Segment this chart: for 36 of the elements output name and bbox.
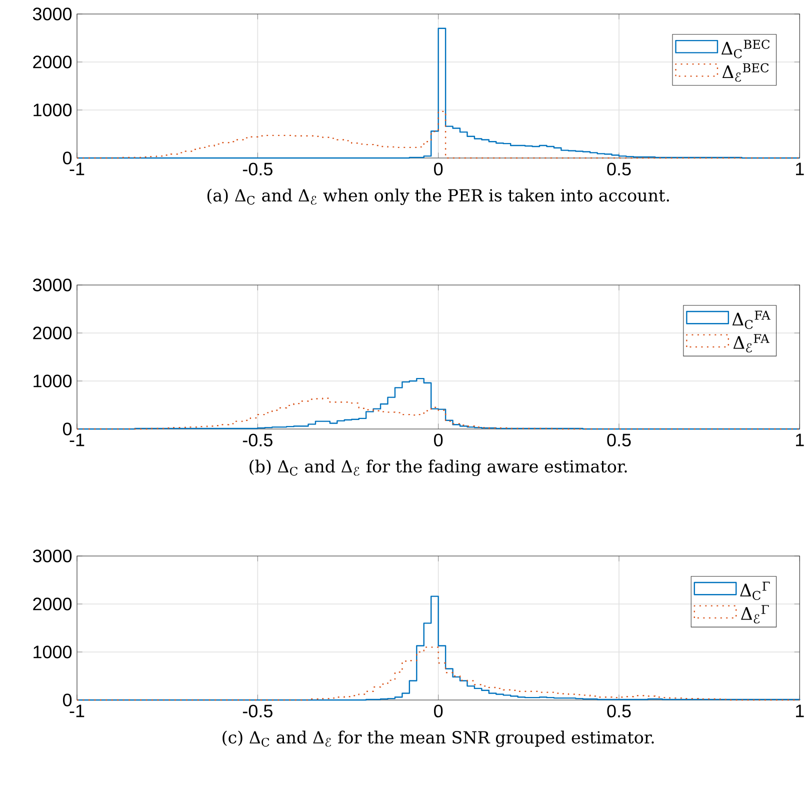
legend-label: Δ$_{C}$BEC: [721, 40, 770, 58]
x-tick-label: 0.5: [607, 434, 631, 446]
x-tick-label: -1: [70, 704, 84, 718]
x-tick-label: 0: [434, 434, 443, 446]
legend-label: Δ$_{ℰ}$Γ: [741, 605, 769, 624]
y-tick-label: 1000: [34, 374, 72, 388]
x-tick-label: 0: [434, 162, 443, 176]
y-tick-label: 0: [62, 422, 72, 436]
x-tick-label: -1: [70, 162, 84, 176]
x-tick-label: -0.5: [242, 162, 272, 176]
text: (b) Δ$_{C}$ and Δ$_{ℰ}$ for the fading aware estimator.: [250, 460, 627, 476]
x-tick-label: 0: [434, 704, 443, 718]
y-tick-label: 1000: [34, 646, 72, 658]
y-tick-label: 2000: [33, 56, 72, 68]
legend-label: Δ$_{C}$Γ: [740, 582, 770, 600]
y-tick-label: 1000: [34, 104, 72, 116]
x-tick-label: 0.5: [607, 162, 631, 176]
x-tick-label: 1: [796, 434, 804, 446]
y-tick-label: 2000: [33, 326, 72, 340]
y-tick-label: 3000: [32, 278, 72, 292]
y-tick-label: 3000: [32, 8, 72, 20]
y-tick-label: 0: [62, 152, 72, 164]
legend-label: Δ$_{ℰ}$FA: [733, 334, 770, 352]
x-tick-label: 1: [796, 162, 804, 176]
legend-label: Δ$_{ℰ}$BEC: [722, 63, 769, 82]
legend-label: Δ$_{C}$FA: [732, 310, 770, 330]
y-tick-label: 2000: [33, 598, 72, 610]
x-tick-label: 1: [796, 704, 804, 718]
x-tick-label: -0.5: [242, 434, 272, 446]
text: (c) Δ$_{C}$ and Δ$_{ℰ}$ for the mean SNR grouped estimator.: [222, 730, 654, 748]
x-tick-label: -1: [70, 434, 84, 446]
text: (a) Δ$_{C}$ and Δ$_{ℰ}$ when only the PER is taken into account.: [207, 188, 669, 206]
y-tick-label: 0: [62, 694, 72, 706]
x-tick-label: 0.5: [607, 704, 631, 718]
y-tick-label: 3000: [32, 550, 72, 562]
x-tick-label: -0.5: [242, 704, 272, 718]
